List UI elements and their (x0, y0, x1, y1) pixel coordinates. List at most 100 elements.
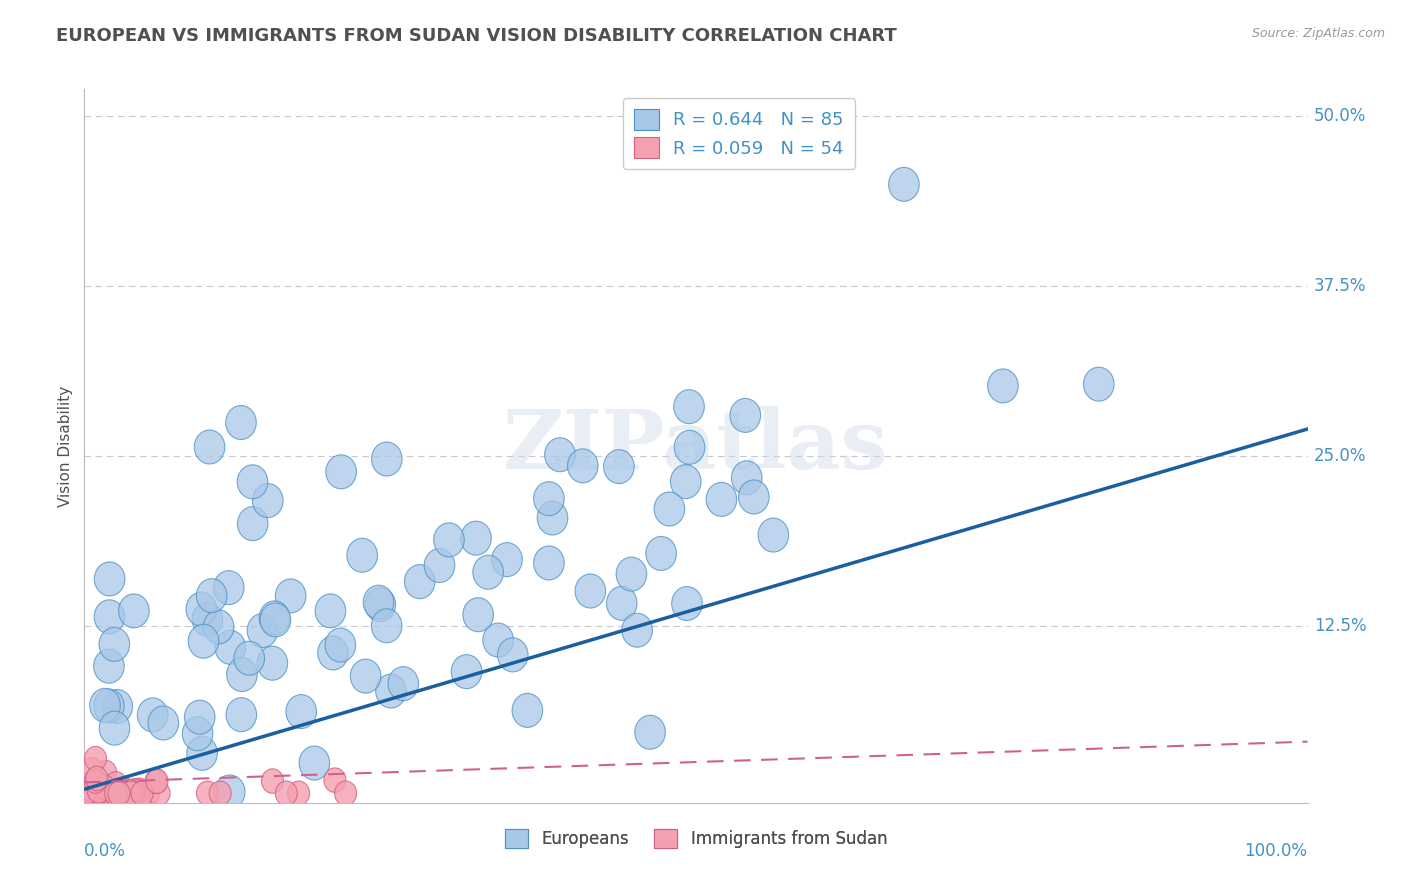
Ellipse shape (299, 746, 329, 780)
Text: 0.0%: 0.0% (84, 842, 127, 860)
Ellipse shape (673, 390, 704, 424)
Ellipse shape (79, 781, 100, 805)
Ellipse shape (75, 781, 97, 805)
Ellipse shape (75, 781, 97, 805)
Ellipse shape (187, 736, 218, 771)
Ellipse shape (105, 772, 127, 796)
Ellipse shape (94, 562, 125, 596)
Text: ZIPatlas: ZIPatlas (503, 406, 889, 486)
Ellipse shape (87, 781, 108, 805)
Ellipse shape (226, 406, 256, 440)
Ellipse shape (247, 614, 278, 648)
Ellipse shape (350, 659, 381, 693)
Ellipse shape (492, 542, 522, 576)
Ellipse shape (537, 501, 568, 535)
Ellipse shape (108, 781, 129, 805)
Ellipse shape (672, 587, 702, 621)
Ellipse shape (276, 579, 307, 613)
Ellipse shape (1084, 368, 1114, 401)
Ellipse shape (285, 695, 316, 729)
Ellipse shape (375, 674, 406, 708)
Ellipse shape (204, 610, 233, 644)
Ellipse shape (84, 781, 107, 805)
Ellipse shape (634, 715, 665, 749)
Ellipse shape (323, 768, 346, 792)
Ellipse shape (405, 565, 434, 599)
Ellipse shape (128, 778, 150, 803)
Ellipse shape (79, 778, 100, 803)
Text: 12.5%: 12.5% (1313, 617, 1367, 635)
Ellipse shape (498, 638, 529, 672)
Ellipse shape (730, 399, 761, 433)
Ellipse shape (80, 780, 103, 805)
Ellipse shape (93, 774, 115, 799)
Ellipse shape (131, 781, 153, 805)
Ellipse shape (253, 483, 283, 517)
Ellipse shape (731, 461, 762, 495)
Ellipse shape (575, 574, 606, 608)
Ellipse shape (889, 168, 920, 202)
Ellipse shape (463, 598, 494, 632)
Ellipse shape (226, 698, 257, 731)
Ellipse shape (125, 780, 146, 804)
Ellipse shape (388, 666, 419, 700)
Text: EUROPEAN VS IMMIGRANTS FROM SUDAN VISION DISABILITY CORRELATION CHART: EUROPEAN VS IMMIGRANTS FROM SUDAN VISION… (56, 27, 897, 45)
Text: 37.5%: 37.5% (1313, 277, 1367, 295)
Ellipse shape (425, 549, 454, 582)
Ellipse shape (603, 450, 634, 483)
Ellipse shape (325, 628, 356, 662)
Ellipse shape (621, 613, 652, 648)
Ellipse shape (226, 657, 257, 691)
Ellipse shape (675, 430, 704, 465)
Ellipse shape (215, 631, 246, 665)
Ellipse shape (197, 781, 218, 805)
Ellipse shape (186, 592, 217, 626)
Ellipse shape (347, 538, 377, 573)
Ellipse shape (86, 781, 108, 805)
Ellipse shape (100, 711, 129, 745)
Ellipse shape (544, 438, 575, 472)
Ellipse shape (671, 465, 702, 499)
Ellipse shape (138, 781, 159, 805)
Ellipse shape (112, 777, 134, 801)
Ellipse shape (148, 706, 179, 740)
Ellipse shape (214, 571, 245, 605)
Ellipse shape (118, 594, 149, 628)
Ellipse shape (108, 780, 131, 805)
Y-axis label: Vision Disability: Vision Disability (58, 385, 73, 507)
Ellipse shape (89, 781, 111, 805)
Ellipse shape (738, 480, 769, 514)
Ellipse shape (534, 482, 564, 516)
Ellipse shape (90, 689, 121, 723)
Ellipse shape (80, 757, 103, 781)
Ellipse shape (94, 689, 124, 723)
Ellipse shape (193, 602, 222, 636)
Ellipse shape (75, 781, 97, 805)
Ellipse shape (197, 579, 226, 613)
Ellipse shape (257, 646, 288, 681)
Ellipse shape (103, 690, 132, 723)
Ellipse shape (138, 698, 167, 731)
Text: Source: ZipAtlas.com: Source: ZipAtlas.com (1251, 27, 1385, 40)
Ellipse shape (75, 780, 97, 804)
Ellipse shape (104, 781, 127, 805)
Ellipse shape (568, 449, 598, 483)
Ellipse shape (105, 781, 128, 805)
Ellipse shape (94, 649, 124, 683)
Ellipse shape (94, 760, 117, 785)
Ellipse shape (363, 585, 394, 619)
Ellipse shape (606, 586, 637, 620)
Ellipse shape (645, 536, 676, 570)
Ellipse shape (94, 599, 125, 634)
Text: 50.0%: 50.0% (1313, 107, 1367, 126)
Ellipse shape (120, 780, 141, 804)
Ellipse shape (76, 779, 98, 803)
Ellipse shape (194, 430, 225, 464)
Ellipse shape (366, 588, 395, 622)
Ellipse shape (512, 693, 543, 727)
Ellipse shape (758, 518, 789, 552)
Ellipse shape (706, 483, 737, 516)
Ellipse shape (183, 717, 212, 751)
Ellipse shape (82, 778, 104, 802)
Ellipse shape (315, 594, 346, 628)
